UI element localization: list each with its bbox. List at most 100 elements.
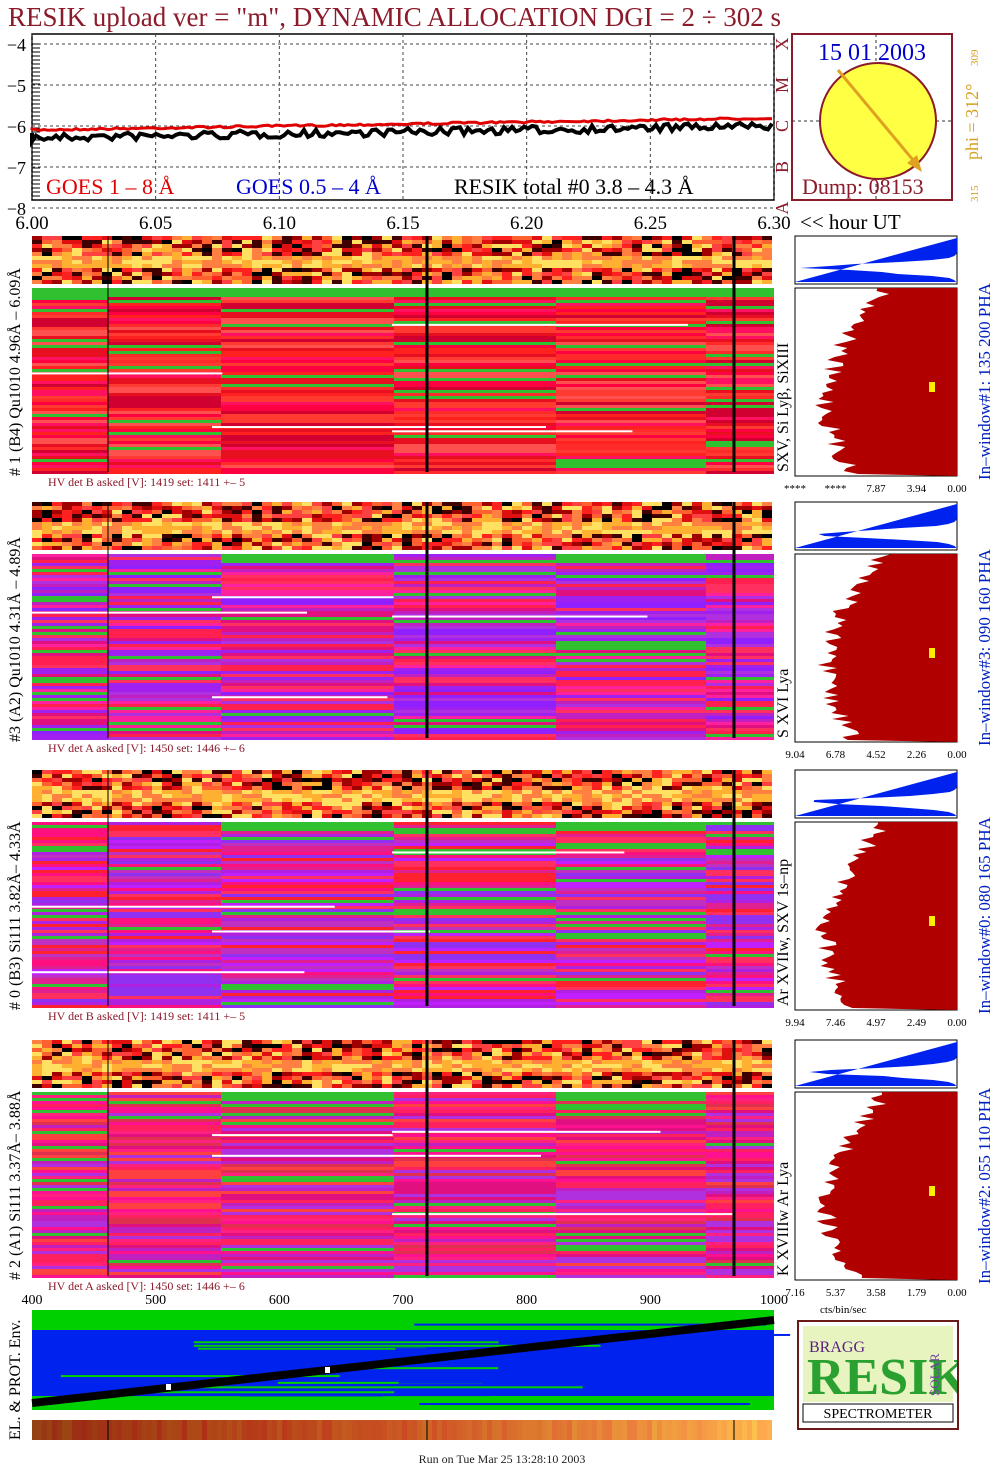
heat-cell [732,1084,742,1088]
white-line [212,930,430,933]
heat-cell [92,794,102,798]
heat-cell [592,514,602,518]
heat-cell [592,542,602,546]
heat-cell [492,542,502,546]
heat-cell [642,542,652,546]
heat-cell [92,1072,102,1076]
heat-cell [222,1044,232,1048]
body-row [221,653,394,656]
body-row [108,1002,221,1005]
heat-cell [582,802,592,806]
body-row [394,999,556,1002]
body-row [706,852,774,855]
heat-cell [262,534,272,538]
heat-cell [342,790,352,794]
class-letter: A [772,202,792,215]
body-row [221,381,394,384]
heat-cell [642,530,652,534]
body-row [108,396,221,399]
heat-cell [602,268,612,272]
heat-cell [292,546,302,550]
heat-cell [612,522,622,526]
heat-cell [142,1040,152,1044]
heat-cell [202,1076,212,1080]
heat-cell [282,790,292,794]
heat-cell [702,1056,712,1060]
heat-cell [582,260,592,264]
body-row [706,879,774,882]
heat-cell [242,502,252,506]
heat-cell [522,518,532,522]
heat-cell [592,1040,602,1044]
body-row [108,351,221,354]
heat-cell [232,798,242,802]
heat-cell [152,518,162,522]
body-row [221,686,394,689]
body-row [221,1209,394,1212]
heat-cell [572,790,582,794]
body-row [108,1248,221,1251]
heat-cell [582,542,592,546]
heat-cell [282,518,292,522]
heat-cell [662,244,672,248]
body-row [108,722,221,725]
heat-cell [472,272,482,276]
heat-cell [632,542,642,546]
heat-cell [332,1044,342,1048]
body-row [32,1272,108,1275]
body-row [108,840,221,843]
body-row [706,906,774,909]
body-row [706,315,774,318]
heat-cell [462,1064,472,1068]
body-row [108,1143,221,1146]
heat-cell [682,786,692,790]
heat-cell [252,1068,262,1072]
heat-cell [522,236,532,240]
body-row [394,294,556,297]
body-row [108,852,221,855]
body-row [394,861,556,864]
body-row [706,297,774,300]
body-row [221,828,394,831]
heat-cell [442,1068,452,1072]
heat-cell [692,546,702,550]
heat-cell [132,244,142,248]
heat-cell [32,1060,42,1064]
heat-cell [642,514,652,518]
heat-cell [132,526,142,530]
heat-cell [682,240,692,244]
heat-cell [632,814,642,818]
heat-cell [272,256,282,260]
body-row [394,459,556,462]
heat-cell [52,1056,62,1060]
body-row [32,306,108,309]
heat-cell [702,260,712,264]
window-label: In–window#3: 090 160 PHA [975,548,994,746]
heat-cell [212,546,222,550]
heat-cell [92,248,102,252]
body-row [706,602,774,605]
body-row [108,375,221,378]
heat-cell [82,1064,92,1068]
heat-cell [52,244,62,248]
heat-cell [532,252,542,256]
body-row [108,321,221,324]
heat-cell [172,530,182,534]
body-row [32,587,108,590]
heat-cell [692,240,702,244]
body-row [108,1179,221,1182]
body-row [556,644,706,647]
heat-cell [472,248,482,252]
heat-cell [222,256,232,260]
body-row [556,728,706,731]
heat-cell [122,790,132,794]
heat-cell [662,506,672,510]
phi-arrow [836,69,920,167]
heat-cell [452,240,462,244]
body-row [32,342,108,345]
body-row [706,453,774,456]
heat-cell [432,538,442,542]
heat-cell [342,236,352,240]
heat-cell [262,1072,272,1076]
body-row [394,587,556,590]
